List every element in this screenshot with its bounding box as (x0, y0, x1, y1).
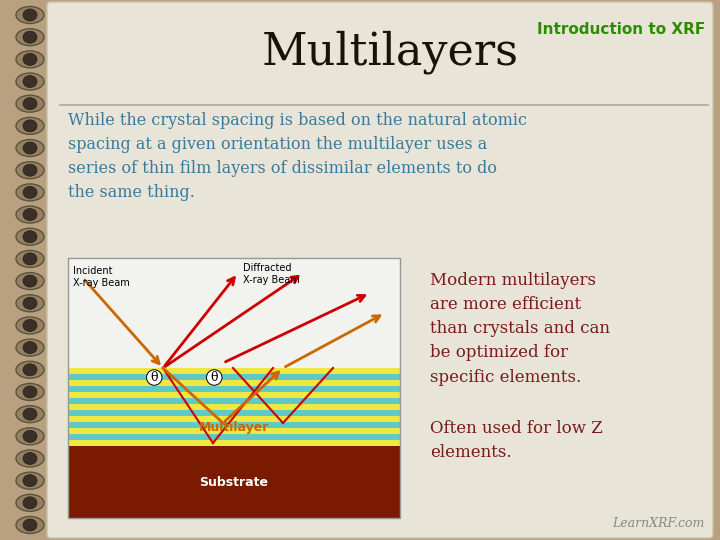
Ellipse shape (16, 29, 44, 46)
Text: Diffracted
X-ray Beam: Diffracted X-ray Beam (243, 263, 300, 285)
Ellipse shape (16, 383, 44, 401)
Bar (68, 428, 400, 434)
Ellipse shape (16, 139, 44, 157)
Text: Modern multilayers
are more efficient
than crystals and can
be optimized for
spe: Modern multilayers are more efficient th… (430, 272, 610, 386)
Ellipse shape (23, 408, 37, 420)
Ellipse shape (16, 361, 44, 379)
Bar (68, 374, 400, 380)
Ellipse shape (16, 51, 44, 68)
Ellipse shape (23, 231, 37, 243)
Bar (68, 258, 400, 518)
Ellipse shape (23, 31, 37, 43)
Bar (68, 386, 400, 392)
Ellipse shape (16, 295, 44, 312)
Ellipse shape (23, 186, 37, 198)
Ellipse shape (23, 320, 37, 332)
Text: Multilayers: Multilayers (261, 30, 518, 73)
Ellipse shape (23, 120, 37, 132)
Ellipse shape (23, 53, 37, 65)
Ellipse shape (23, 98, 37, 110)
Ellipse shape (16, 516, 44, 534)
Ellipse shape (16, 184, 44, 201)
Ellipse shape (16, 228, 44, 245)
Ellipse shape (16, 450, 44, 467)
Bar (68, 258, 400, 368)
Ellipse shape (23, 9, 37, 21)
Text: Incident
X-ray Beam: Incident X-ray Beam (73, 266, 130, 288)
Bar (68, 258, 400, 518)
Ellipse shape (23, 297, 37, 309)
Ellipse shape (23, 164, 37, 176)
Bar (68, 440, 400, 446)
Text: Multilayer: Multilayer (199, 421, 269, 434)
Bar (68, 380, 400, 386)
Bar (68, 368, 400, 374)
Ellipse shape (23, 275, 37, 287)
Ellipse shape (23, 430, 37, 442)
Ellipse shape (23, 519, 37, 531)
Ellipse shape (23, 386, 37, 398)
Ellipse shape (16, 428, 44, 445)
Text: Substrate: Substrate (199, 476, 269, 489)
Ellipse shape (23, 453, 37, 464)
Bar (68, 434, 400, 440)
Ellipse shape (16, 161, 44, 179)
Bar (68, 416, 400, 422)
Ellipse shape (16, 6, 44, 24)
Text: Introduction to XRF: Introduction to XRF (536, 22, 705, 37)
Ellipse shape (16, 317, 44, 334)
Ellipse shape (23, 497, 37, 509)
Ellipse shape (16, 273, 44, 289)
Text: LearnXRF.com: LearnXRF.com (613, 517, 705, 530)
Bar (68, 392, 400, 398)
Bar (68, 422, 400, 428)
Ellipse shape (23, 475, 37, 487)
Bar (68, 410, 400, 416)
Ellipse shape (23, 76, 37, 87)
Ellipse shape (16, 206, 44, 223)
Ellipse shape (16, 339, 44, 356)
Ellipse shape (23, 208, 37, 220)
Ellipse shape (16, 494, 44, 511)
Ellipse shape (16, 73, 44, 90)
Ellipse shape (16, 472, 44, 489)
Ellipse shape (16, 251, 44, 267)
Text: While the crystal spacing is based on the natural atomic
spacing at a given orie: While the crystal spacing is based on th… (68, 112, 527, 201)
Ellipse shape (23, 342, 37, 354)
Ellipse shape (23, 364, 37, 376)
Bar (68, 446, 400, 518)
Ellipse shape (16, 406, 44, 423)
FancyBboxPatch shape (47, 2, 713, 538)
Ellipse shape (23, 253, 37, 265)
Text: θ: θ (150, 371, 158, 384)
Bar (68, 404, 400, 410)
Ellipse shape (16, 95, 44, 112)
Bar (68, 398, 400, 404)
Text: θ: θ (210, 371, 218, 384)
Text: Often used for low Z
elements.: Often used for low Z elements. (430, 420, 603, 461)
Ellipse shape (16, 117, 44, 134)
Ellipse shape (23, 142, 37, 154)
